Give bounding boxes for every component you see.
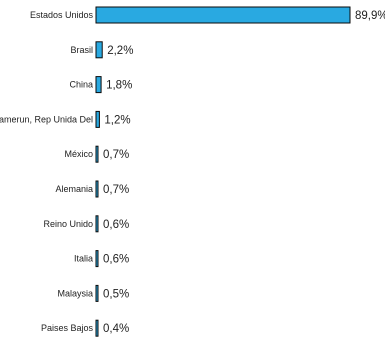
category-label-0: Estados Unidos bbox=[30, 10, 94, 20]
value-label-2: 1,8% bbox=[106, 80, 132, 92]
bar-9 bbox=[95, 319, 99, 337]
bar-5 bbox=[95, 180, 99, 198]
category-label-3: Camerun, Rep Unida Del bbox=[0, 114, 93, 124]
value-label-0: 89,9% bbox=[355, 10, 385, 22]
category-label-7: Italia bbox=[74, 254, 93, 264]
value-label-9: 0,4% bbox=[103, 323, 129, 335]
bar-1 bbox=[95, 41, 103, 59]
value-label-8: 0,5% bbox=[103, 288, 129, 300]
category-label-5: Alemania bbox=[55, 184, 93, 194]
value-label-5: 0,7% bbox=[103, 184, 129, 196]
bars-group bbox=[95, 6, 351, 337]
bar-6 bbox=[95, 215, 99, 233]
category-label-9: Paises Bajos bbox=[41, 323, 94, 333]
value-label-6: 0,6% bbox=[103, 219, 129, 231]
bar-0 bbox=[95, 6, 351, 24]
labels-group: Estados Unidos 89,9% Brasil 2,2% China 1,8% Ca… bbox=[0, 10, 385, 335]
category-label-1: Brasil bbox=[70, 45, 93, 55]
bar-7 bbox=[95, 250, 99, 268]
bar-3 bbox=[95, 110, 100, 128]
value-label-4: 0,7% bbox=[103, 149, 129, 161]
bar-4 bbox=[95, 145, 99, 163]
category-label-6: Reino Unido bbox=[43, 219, 93, 229]
bar-2 bbox=[95, 76, 102, 94]
value-label-7: 0,6% bbox=[103, 254, 129, 266]
value-label-1: 2,2% bbox=[107, 45, 133, 57]
bar-8 bbox=[95, 284, 99, 302]
category-label-2: China bbox=[69, 80, 93, 90]
category-label-4: México bbox=[64, 149, 93, 159]
category-label-8: Malaysia bbox=[57, 288, 93, 298]
value-label-3: 1,2% bbox=[104, 114, 130, 126]
